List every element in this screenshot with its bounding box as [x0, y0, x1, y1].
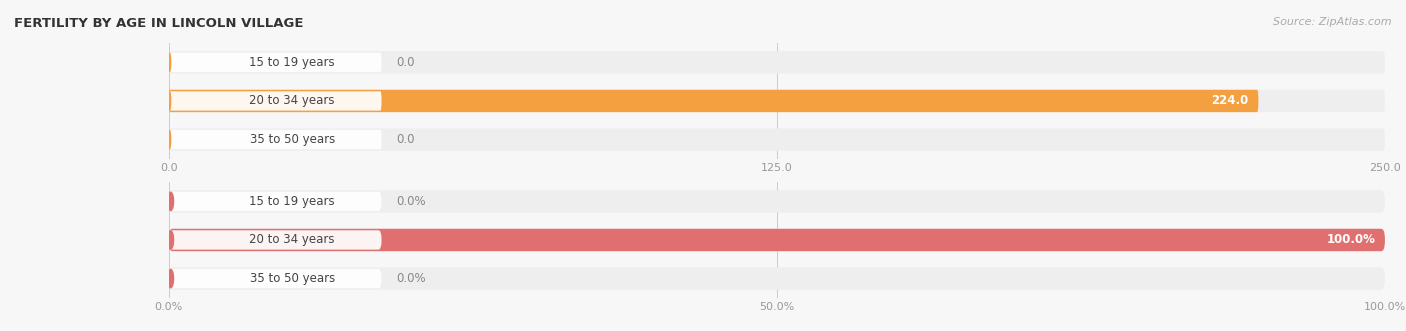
Text: Source: ZipAtlas.com: Source: ZipAtlas.com — [1274, 17, 1392, 26]
FancyBboxPatch shape — [169, 128, 1385, 151]
Text: 100.0%: 100.0% — [1326, 233, 1375, 247]
Text: 35 to 50 years: 35 to 50 years — [249, 133, 335, 146]
Circle shape — [169, 130, 170, 149]
Text: 15 to 19 years: 15 to 19 years — [249, 56, 335, 69]
FancyBboxPatch shape — [169, 230, 381, 250]
FancyBboxPatch shape — [169, 229, 1385, 251]
FancyBboxPatch shape — [169, 91, 381, 111]
Text: 35 to 50 years: 35 to 50 years — [249, 272, 335, 285]
FancyBboxPatch shape — [169, 192, 381, 211]
FancyBboxPatch shape — [169, 229, 1385, 251]
FancyBboxPatch shape — [169, 267, 1385, 290]
Circle shape — [169, 53, 170, 71]
Text: 15 to 19 years: 15 to 19 years — [249, 195, 335, 208]
Text: 224.0: 224.0 — [1212, 94, 1249, 108]
FancyBboxPatch shape — [169, 53, 381, 72]
FancyBboxPatch shape — [169, 190, 1385, 213]
Circle shape — [167, 269, 173, 288]
FancyBboxPatch shape — [169, 130, 381, 149]
FancyBboxPatch shape — [169, 90, 1385, 112]
Circle shape — [167, 192, 173, 211]
FancyBboxPatch shape — [169, 51, 1385, 73]
Text: 0.0%: 0.0% — [396, 272, 426, 285]
Text: 0.0: 0.0 — [396, 133, 415, 146]
Text: 0.0: 0.0 — [396, 56, 415, 69]
Circle shape — [167, 231, 173, 249]
Text: 20 to 34 years: 20 to 34 years — [249, 94, 335, 108]
FancyBboxPatch shape — [169, 269, 381, 288]
Text: FERTILITY BY AGE IN LINCOLN VILLAGE: FERTILITY BY AGE IN LINCOLN VILLAGE — [14, 17, 304, 29]
Text: 0.0%: 0.0% — [396, 195, 426, 208]
Text: 20 to 34 years: 20 to 34 years — [249, 233, 335, 247]
FancyBboxPatch shape — [169, 90, 1258, 112]
Circle shape — [169, 92, 170, 110]
